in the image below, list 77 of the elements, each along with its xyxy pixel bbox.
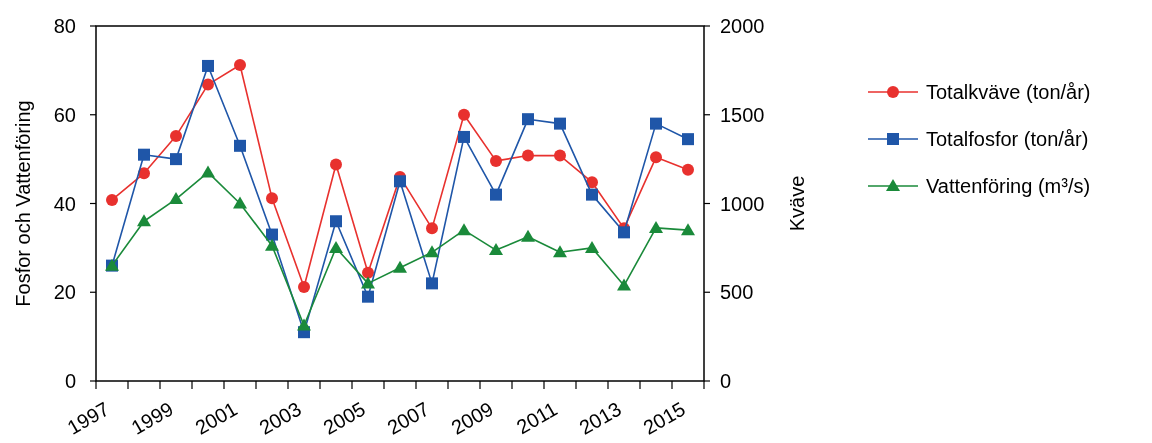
point xyxy=(649,220,663,233)
point xyxy=(585,240,599,253)
point xyxy=(522,149,534,162)
y2-tick-label: 2000 xyxy=(720,15,765,37)
point xyxy=(137,214,151,227)
x-tick-label: 2005 xyxy=(319,397,369,439)
point xyxy=(554,149,566,162)
point xyxy=(170,153,182,166)
point xyxy=(329,240,343,253)
y-tick-label: 80 xyxy=(53,15,76,37)
point xyxy=(490,154,502,167)
point xyxy=(426,222,438,235)
point xyxy=(458,130,470,143)
point xyxy=(682,163,694,176)
y-tick-label: 40 xyxy=(53,192,76,215)
legend-label: Vattenföring (m³/s) xyxy=(926,175,1091,197)
point xyxy=(201,165,215,178)
y2-tick-label: 1000 xyxy=(720,192,765,215)
point xyxy=(265,238,279,251)
point xyxy=(681,223,695,236)
point xyxy=(297,318,311,331)
point xyxy=(489,243,503,256)
point xyxy=(138,148,150,161)
point xyxy=(394,175,406,188)
point xyxy=(553,245,567,258)
point xyxy=(554,117,566,130)
legend-label: Totalkväve (ton/år) xyxy=(926,81,1091,103)
y-axis-title: Fosfor och Vattenföring xyxy=(12,100,34,307)
point xyxy=(170,130,182,143)
point xyxy=(330,215,342,228)
point xyxy=(650,151,662,164)
y2-axis-title: Kväve xyxy=(786,175,808,232)
point xyxy=(393,260,407,273)
point xyxy=(202,59,214,72)
point xyxy=(330,158,342,171)
y2-tick-label: 1500 xyxy=(720,103,765,126)
point xyxy=(202,78,214,91)
y2-tick-label: 0 xyxy=(720,370,732,392)
point xyxy=(234,59,246,72)
point xyxy=(522,113,534,126)
x-tick-label: 1997 xyxy=(63,397,113,439)
y-tick-label: 20 xyxy=(53,281,76,304)
x-tick-label: 2003 xyxy=(255,397,305,439)
point xyxy=(361,276,375,289)
point xyxy=(138,167,150,180)
x-tick-label: 1999 xyxy=(127,397,177,439)
point xyxy=(425,245,439,258)
point xyxy=(586,176,598,189)
point xyxy=(490,188,502,201)
point xyxy=(266,192,278,205)
x-tick-label: 2015 xyxy=(639,397,689,439)
y-tick-label: 60 xyxy=(53,103,76,126)
point xyxy=(457,223,471,236)
point xyxy=(458,108,470,121)
point xyxy=(426,277,438,290)
point xyxy=(586,188,598,201)
x-tick-label: 2007 xyxy=(383,397,433,439)
point xyxy=(682,133,694,146)
x-tick-label: 2011 xyxy=(512,397,561,439)
point xyxy=(266,228,278,241)
x-tick-label: 2009 xyxy=(447,397,497,439)
point xyxy=(650,117,662,130)
point xyxy=(233,196,247,209)
point xyxy=(618,226,630,239)
x-tick-label: 2013 xyxy=(575,397,625,439)
point xyxy=(169,192,183,205)
x-tick-label: 2001 xyxy=(191,397,241,439)
point xyxy=(617,278,631,291)
y2-tick-label: 500 xyxy=(720,281,754,304)
point xyxy=(521,229,535,242)
point xyxy=(298,280,310,293)
point xyxy=(106,193,118,206)
point xyxy=(362,266,374,279)
point xyxy=(362,290,374,303)
point xyxy=(234,139,246,152)
y-tick-label: 0 xyxy=(64,370,76,392)
legend-label: Totalfosfor (ton/år) xyxy=(926,128,1089,150)
